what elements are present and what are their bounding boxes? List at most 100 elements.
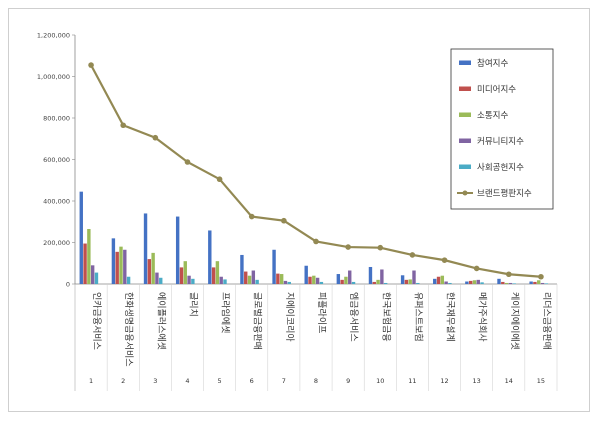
bar [468, 280, 473, 284]
bar [372, 281, 376, 284]
bar [476, 279, 480, 284]
line-point [377, 244, 384, 251]
legend-label: 미디어지수 [477, 84, 516, 95]
line-point [313, 238, 319, 245]
x-rank-label: 1 [89, 377, 93, 385]
bar [247, 275, 252, 284]
legend-label: 사회공헌지수 [477, 163, 524, 173]
bar [143, 213, 148, 284]
bar [497, 278, 501, 284]
legend-swatch [459, 138, 471, 143]
bar [448, 282, 452, 284]
legend-swatch-marker [462, 190, 468, 196]
bar [272, 249, 276, 284]
x-category-label: 글리치 [187, 292, 199, 317]
bar [465, 281, 469, 284]
bar [187, 275, 191, 284]
legend-label: 커뮤니티지수 [477, 136, 524, 147]
bar [211, 267, 216, 284]
bar [440, 275, 445, 284]
x-rank-label: 14 [505, 377, 513, 385]
line-point [441, 257, 448, 263]
bar [508, 282, 513, 284]
y-tick-label: 1,000,000 [37, 73, 70, 81]
x-category-label: 한국재무설계 [445, 292, 457, 342]
bar [251, 270, 256, 284]
x-category-label: 메가주식회사 [477, 292, 488, 342]
bar [215, 261, 220, 284]
x-rank-label: 15 [537, 377, 545, 385]
bar [319, 281, 324, 284]
bar [472, 280, 477, 284]
bar [304, 265, 308, 284]
bar [159, 277, 163, 284]
line-point [152, 134, 159, 141]
bar [344, 276, 348, 284]
line-point [345, 244, 351, 250]
x-category-label: 프라임에셋 [220, 292, 232, 333]
line-point [506, 271, 512, 278]
chart-svg: 0 200,000 400,000 600,000 800,000 1,000,000 1,… [37, 31, 558, 391]
x-rank-label: 12 [440, 377, 448, 385]
x-rank-label: 8 [314, 377, 318, 385]
bar [90, 265, 95, 284]
bar [312, 275, 316, 284]
legend-box [450, 48, 554, 210]
bar [126, 276, 131, 284]
x-rank-label: 6 [250, 377, 254, 385]
bar [433, 278, 437, 284]
bar [416, 282, 420, 284]
bar [115, 251, 119, 284]
bar [348, 270, 352, 284]
y-tick-label: 200,000 [43, 239, 70, 247]
bar [351, 281, 356, 284]
x-rank-label: 10 [376, 377, 384, 385]
bar [123, 249, 127, 284]
bar [276, 273, 280, 284]
x-category-label: 한화생명금융서비스 [123, 292, 134, 367]
bar [308, 276, 312, 284]
bar [336, 274, 341, 284]
bar [111, 238, 116, 284]
legend-label: 참여지수 [477, 58, 508, 69]
x-rank-label: 3 [153, 377, 157, 385]
x-category-label: 인카금융서비스 [91, 292, 102, 350]
bar [436, 276, 441, 284]
x-rank-label: 5 [218, 377, 222, 385]
legend-label: 브랜드평판지수 [477, 188, 532, 199]
line-point [120, 122, 126, 129]
x-rank-label: 7 [282, 377, 286, 385]
x-category-label: 에이플러스에셋 [155, 292, 166, 350]
legend-swatch [459, 112, 471, 117]
bar [191, 278, 195, 284]
bar [147, 259, 152, 284]
bar [383, 282, 388, 284]
x-category-label: 리더스금융판매 [541, 292, 552, 350]
bar [529, 281, 533, 284]
bar [368, 266, 373, 284]
bar [183, 261, 187, 284]
bar [504, 282, 509, 284]
line-point [88, 62, 94, 68]
x-rank-label: 13 [473, 377, 481, 385]
x-category-label: 케이지에이에셋 [509, 292, 520, 350]
bar [179, 267, 184, 284]
x-category-label: 유퍼스트보험 [412, 292, 423, 342]
y-tick-label: 1,200,000 [37, 31, 70, 39]
line-point [281, 217, 287, 224]
x-category-label: 글로벌금융판매 [252, 292, 263, 350]
bar [255, 279, 259, 284]
bar [223, 279, 227, 284]
bar [83, 243, 87, 284]
bar [480, 282, 484, 284]
legend-swatch [459, 164, 471, 169]
bar [87, 229, 91, 284]
y-tick-label: 400,000 [43, 197, 70, 205]
legend-swatch [459, 86, 471, 91]
bar [537, 280, 541, 284]
bar [380, 269, 384, 284]
legend-swatch [459, 60, 471, 65]
bar [444, 281, 448, 284]
bar [408, 279, 412, 284]
x-category-label: 지에이코리아 [284, 292, 295, 342]
